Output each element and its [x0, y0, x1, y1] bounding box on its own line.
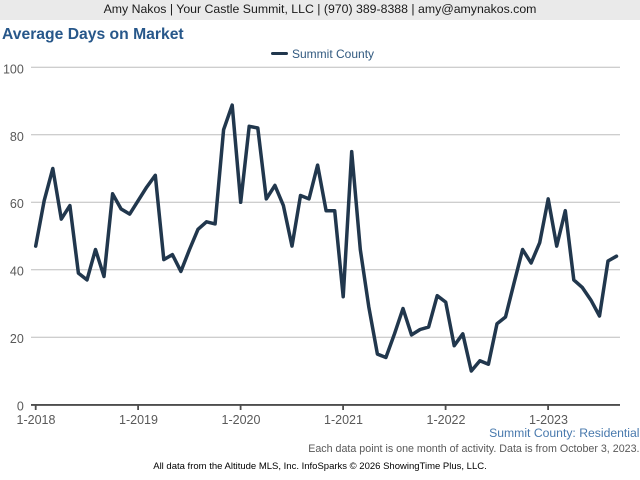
svg-text:40: 40: [10, 265, 24, 279]
svg-text:100: 100: [3, 62, 24, 76]
svg-text:1-2019: 1-2019: [119, 413, 158, 427]
svg-text:1-2021: 1-2021: [324, 413, 363, 427]
svg-text:1-2023: 1-2023: [529, 413, 568, 427]
svg-text:60: 60: [10, 197, 24, 211]
svg-text:1-2018: 1-2018: [17, 413, 56, 427]
svg-text:1-2020: 1-2020: [222, 413, 261, 427]
svg-text:1-2022: 1-2022: [427, 413, 466, 427]
svg-text:20: 20: [10, 332, 24, 346]
svg-text:80: 80: [10, 130, 24, 144]
svg-text:0: 0: [17, 400, 24, 414]
